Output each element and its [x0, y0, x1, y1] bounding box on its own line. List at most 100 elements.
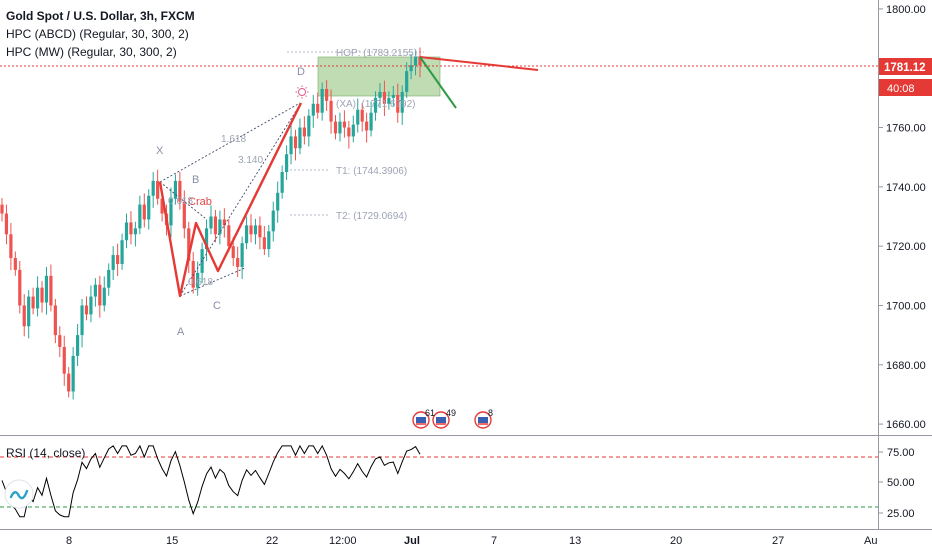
- ratio-bd: 3.140: [238, 155, 263, 166]
- candle-body: [93, 284, 97, 297]
- candle-body: [27, 296, 31, 327]
- level-xa-label: (XA): (1771.6792): [336, 99, 416, 110]
- candle-body: [22, 305, 26, 327]
- pattern-point-b: B: [192, 174, 199, 186]
- candle-body: [302, 127, 306, 137]
- level-hop-label: HOP: (1783.2155): [336, 48, 417, 59]
- event-flag-3[interactable]: [474, 411, 492, 429]
- rsi-pane: [0, 437, 878, 529]
- candle-body: [0, 204, 4, 214]
- candle-body: [320, 88, 324, 113]
- candle-body: [75, 335, 80, 356]
- candle-body: [311, 103, 315, 116]
- time-label: 22: [266, 535, 278, 547]
- candle-body: [213, 216, 218, 235]
- candle-body: [244, 225, 249, 244]
- candle-body: [4, 213, 9, 235]
- tradingview-logo-icon[interactable]: [4, 479, 34, 509]
- candle-body: [156, 180, 160, 199]
- sun-icon: [295, 85, 309, 99]
- candle-body: [204, 228, 209, 250]
- candle-body: [409, 65, 413, 72]
- candle-body: [196, 272, 200, 288]
- event-count-3: 8: [488, 408, 493, 418]
- level-t2-label: T2: (1729.0694): [336, 211, 407, 222]
- price-axis-label: 1660.00: [886, 419, 926, 431]
- candle-body: [67, 373, 71, 392]
- rsi-axis[interactable]: 75.00 50.00 25.00: [878, 447, 915, 520]
- rsi-label[interactable]: RSI (14, close): [6, 446, 85, 460]
- time-label: 7: [491, 535, 497, 547]
- candle-body: [222, 219, 226, 226]
- event-flag-2[interactable]: [432, 411, 450, 429]
- price-axis-label: 1760.00: [886, 123, 926, 135]
- candle-body: [102, 287, 106, 306]
- candle-body: [9, 234, 13, 259]
- candle-body: [365, 121, 369, 131]
- candle-body: [133, 228, 138, 235]
- candle-body: [338, 121, 342, 134]
- candle-body: [333, 121, 338, 134]
- time-label: 12:00: [329, 535, 357, 547]
- level-t1-label: T1: (1744.3906): [336, 166, 407, 177]
- candle-body: [387, 97, 391, 104]
- candle-body: [284, 154, 289, 173]
- time-axis[interactable]: 8 15 22 12:00 Jul 7 13 20 27 Au: [66, 535, 877, 547]
- candle-body: [31, 296, 35, 309]
- event-flag-1[interactable]: [412, 411, 430, 429]
- candle-body: [307, 115, 311, 137]
- candle-body: [40, 287, 44, 303]
- candle-body: [89, 296, 93, 315]
- candle-body: [58, 335, 62, 347]
- projection-red-line: [419, 56, 539, 71]
- candle-body: [293, 136, 298, 149]
- price-axis-label: 1680.00: [886, 360, 926, 372]
- candle-body: [107, 269, 111, 288]
- candle-body: [35, 287, 40, 309]
- countdown-tag: [879, 79, 932, 96]
- event-count-2: 49: [446, 408, 456, 418]
- candle-body: [116, 255, 120, 264]
- candle-body: [382, 91, 387, 104]
- ratio-ac: 0.618: [188, 277, 213, 288]
- candle-body: [98, 284, 102, 306]
- candle-body: [369, 112, 373, 131]
- candle-body: [236, 258, 240, 267]
- candle-body: [373, 97, 378, 113]
- candle-body: [44, 275, 49, 303]
- candle-body: [209, 216, 213, 229]
- candle-body: [253, 225, 258, 235]
- main-pane: X A B C D Crab 0.618 0.618 1.618 3.140 H…: [0, 47, 878, 429]
- pattern-dotted-lines: [159, 102, 302, 297]
- candle-body: [182, 201, 186, 229]
- candle-body: [231, 246, 235, 259]
- candle-body: [18, 269, 22, 306]
- candle-body: [120, 240, 124, 264]
- time-label: 15: [166, 535, 178, 547]
- candle-body: [178, 180, 182, 202]
- candle-body: [142, 204, 146, 220]
- candle-body: [267, 231, 271, 250]
- pattern-point-a: A: [177, 326, 185, 338]
- candle-body: [84, 305, 89, 315]
- countdown-value: 40:08: [887, 83, 915, 95]
- candle-body: [391, 94, 395, 98]
- rsi-axis-25: 25.00: [887, 508, 915, 520]
- candle-body: [271, 210, 275, 232]
- candle-body: [351, 124, 355, 137]
- indicator-mw[interactable]: HPC (MW) (Regular, 30, 300, 2): [6, 45, 177, 59]
- target-zone: [317, 56, 441, 97]
- indicator-abcd[interactable]: HPC (ABCD) (Regular, 30, 300, 2): [6, 27, 189, 41]
- candle-body: [280, 172, 284, 193]
- time-label: 20: [670, 535, 682, 547]
- time-label: Jul: [404, 535, 420, 547]
- candle-body: [378, 91, 382, 98]
- candle-body: [151, 180, 155, 196]
- ratio-xb: 0.618: [168, 196, 193, 207]
- candle-body: [147, 195, 151, 220]
- candle-body: [111, 255, 115, 270]
- candle-body: [13, 258, 17, 270]
- rsi-axis-75: 75.00: [887, 447, 915, 459]
- price-axis-label: 1740.00: [886, 182, 926, 194]
